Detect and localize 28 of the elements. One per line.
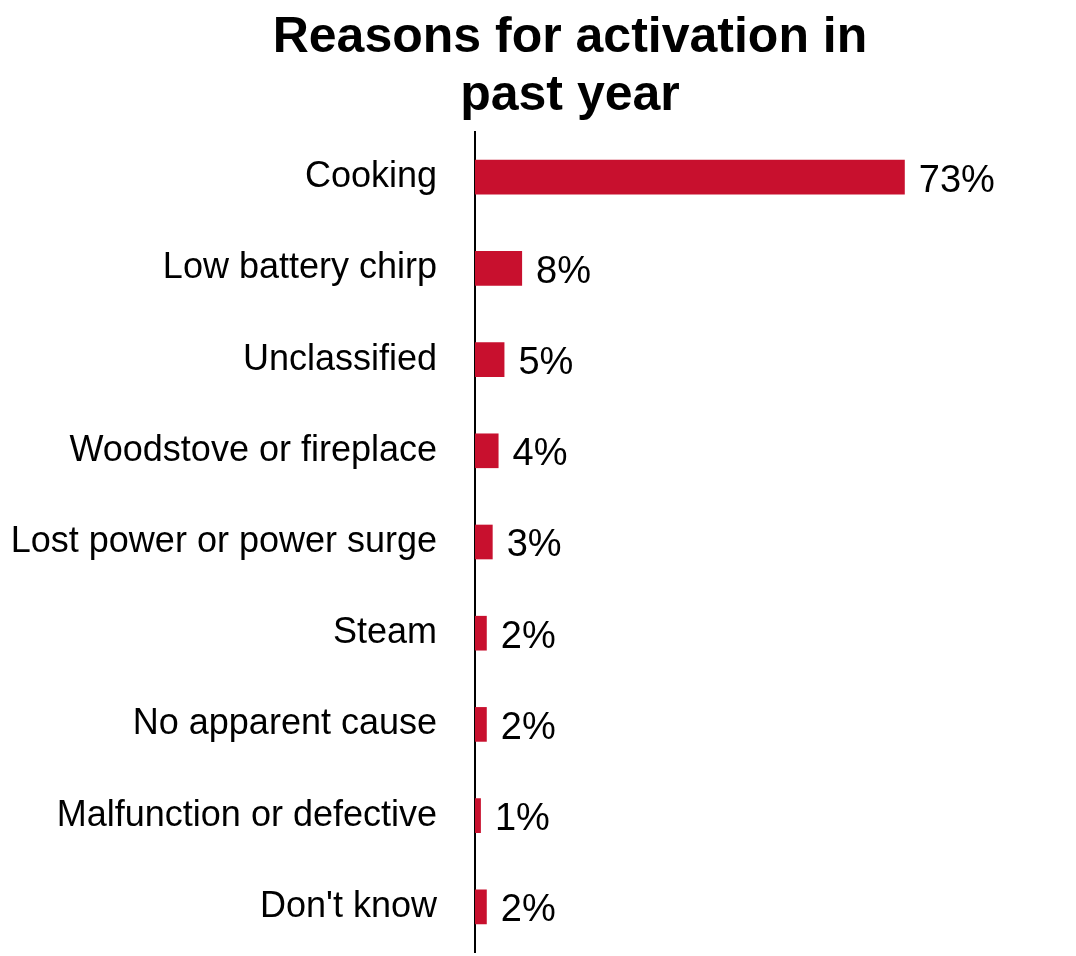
- y-tick-label: Lost power or power surge: [10, 518, 437, 560]
- bar: [475, 342, 505, 377]
- bar: [475, 159, 905, 195]
- bar: [475, 707, 487, 742]
- y-tick-label: Steam: [332, 610, 437, 652]
- bar: [475, 889, 487, 925]
- data-label: 4%: [512, 431, 568, 474]
- data-label: 5%: [518, 340, 574, 383]
- data-label: 8%: [536, 248, 592, 291]
- bar: [475, 433, 499, 469]
- bar: [475, 615, 487, 651]
- bar: [475, 251, 523, 286]
- data-label: 2%: [500, 613, 556, 656]
- y-tick-label: Don't know: [260, 883, 438, 925]
- data-label: 73%: [918, 157, 995, 200]
- bar: [475, 524, 493, 560]
- data-label: 2%: [500, 887, 556, 930]
- y-tick-label: Malfunction or defective: [56, 792, 437, 834]
- data-label: 3%: [506, 522, 562, 565]
- bar: [475, 798, 481, 833]
- data-label: 2%: [500, 704, 556, 747]
- y-tick-label: Low battery chirp: [162, 245, 437, 287]
- y-tick-label: No apparent cause: [132, 701, 437, 743]
- data-label: 1%: [494, 796, 550, 839]
- y-tick-label: Cooking: [304, 154, 437, 196]
- y-tick-label: Woodstove or fireplace: [69, 427, 437, 469]
- chart-title: Reasons for activation in past year: [271, 6, 869, 122]
- y-tick-label: Unclassified: [242, 336, 437, 378]
